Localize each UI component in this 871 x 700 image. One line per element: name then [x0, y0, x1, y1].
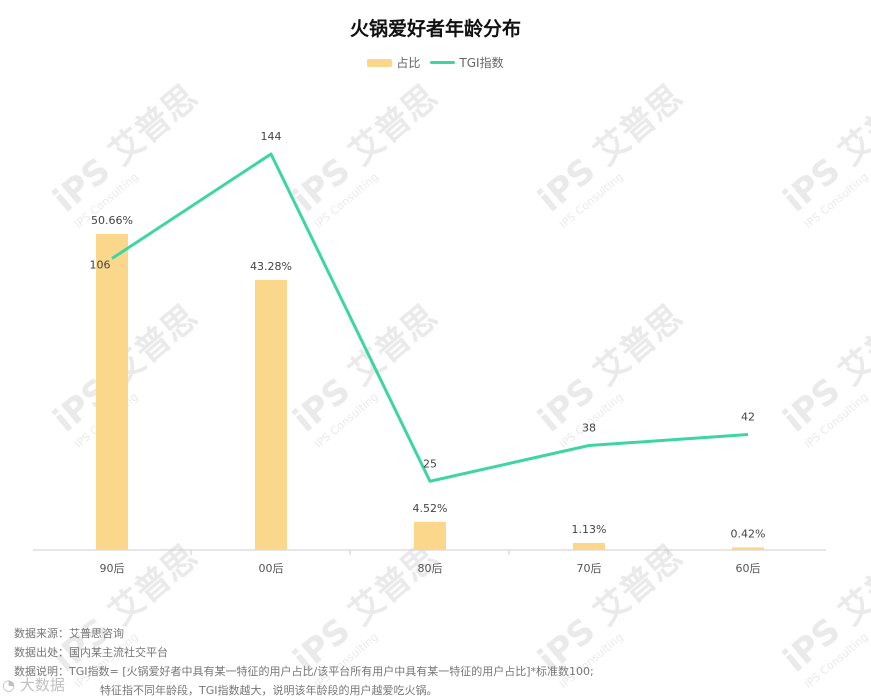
bar-data-label: 43.28%	[250, 260, 292, 273]
dashuju-logo: ◔ 大数据	[2, 676, 65, 694]
note-description-2: 特征指不同年龄段，TGI指数越大，说明该年龄段的用户越爱吃火锅。	[100, 684, 438, 697]
line-data-label: 106	[90, 259, 111, 272]
note-source: 数据来源：艾普思咨询	[14, 627, 124, 640]
bar[interactable]	[573, 542, 605, 550]
chart-plot: 50.66% 90后 43.28% 00后 4.52% 80后 1.13% 70后 0.42% 6…	[33, 130, 826, 575]
note-origin: 数据出处：国内某主流社交平台	[14, 646, 168, 659]
chart-title: 火锅爱好者年龄分布	[349, 18, 521, 40]
legend-swatch-line	[430, 61, 456, 64]
legend-item-tgi[interactable]: TGI指数	[430, 54, 504, 71]
legend-swatch-bar	[367, 58, 393, 67]
x-tick-label: 00后	[259, 562, 284, 575]
legend: 占比 TGI指数	[0, 54, 871, 71]
bar-data-label: 1.13%	[572, 523, 607, 536]
bar[interactable]	[96, 233, 128, 551]
data-notes: 数据来源：艾普思咨询 数据出处：国内某主流社交平台 数据说明：TGI指数= [火…	[14, 624, 594, 700]
legend-label: 占比	[396, 56, 421, 70]
bar[interactable]	[414, 521, 446, 550]
x-tick-label: 80后	[418, 562, 443, 575]
line-data-label: 42	[741, 411, 755, 424]
bar-data-label: 50.66%	[91, 214, 133, 227]
x-tick-label: 70后	[577, 562, 602, 575]
bar-data-label: 0.42%	[731, 527, 766, 540]
line-data-label: 144	[261, 130, 282, 143]
x-tick-label: 90后	[100, 562, 125, 575]
legend-label: TGI指数	[459, 56, 504, 70]
bar-data-label: 4.52%	[413, 502, 448, 515]
x-tick-label: 60后	[736, 562, 761, 575]
line-data-label: 25	[423, 457, 437, 470]
note-description: 数据说明：TGI指数= [火锅爱好者中具有某一特征的用户占比/该平台所有用户中具…	[14, 665, 594, 678]
legend-item-share[interactable]: 占比	[367, 54, 420, 71]
tgi-line	[111, 152, 749, 483]
bar[interactable]	[732, 547, 764, 550]
bar[interactable]	[255, 279, 287, 550]
line-data-label: 38	[582, 422, 596, 435]
